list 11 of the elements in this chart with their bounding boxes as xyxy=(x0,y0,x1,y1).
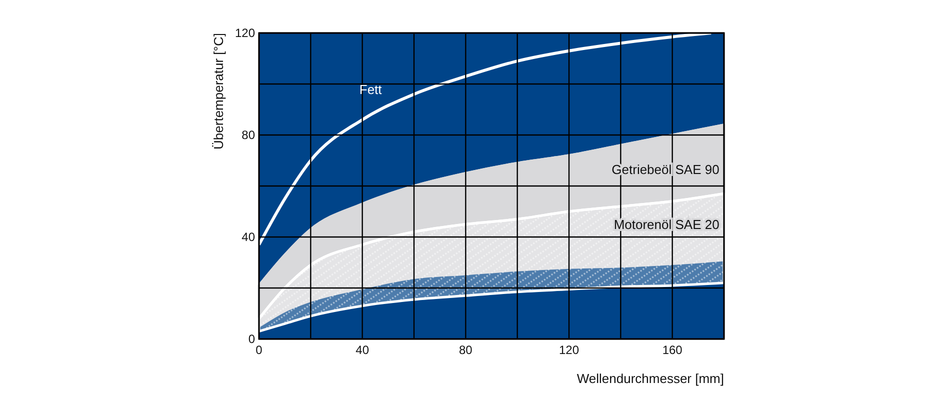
y-tick-label: 0 xyxy=(248,332,256,346)
x-tick-label: 120 xyxy=(558,343,580,357)
y-tick-label: 120 xyxy=(234,26,256,40)
x-tick-label: 160 xyxy=(662,343,683,357)
series-label: Fett xyxy=(359,82,382,98)
y-tick-label: 40 xyxy=(242,230,256,244)
y-tick-label: 80 xyxy=(242,128,256,142)
x-tick-label: 80 xyxy=(458,343,473,357)
x-axis-title: Wellendurchmesser [mm] xyxy=(576,371,724,386)
y-axis-title: Übertemperatur [°C] xyxy=(211,33,226,150)
x-tick-label: 40 xyxy=(356,343,370,357)
